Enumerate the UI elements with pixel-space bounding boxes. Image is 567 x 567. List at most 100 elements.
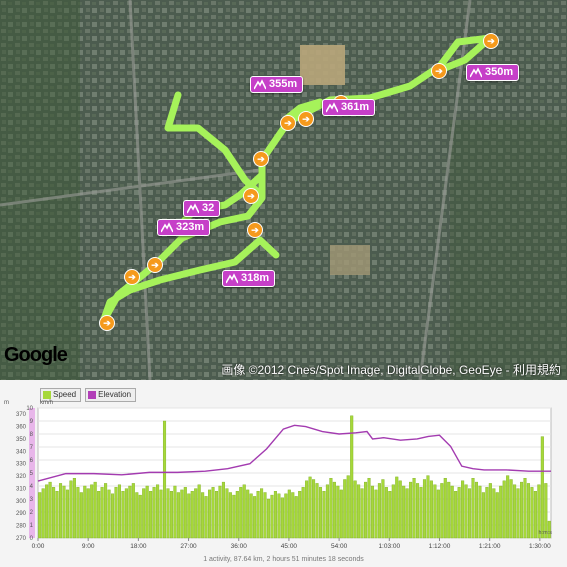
- speed-bar: [461, 480, 465, 539]
- satellite-imagery: [0, 0, 567, 380]
- speed-bar: [312, 479, 316, 539]
- speed-bar: [235, 490, 239, 539]
- satellite-map[interactable]: ➔ ➔ ➔ ➔ ➔ ➔ ➔ ➔ ➔ ➔ ➔ 355m 361m 350m 32 …: [0, 0, 567, 380]
- speed-bar: [100, 487, 104, 539]
- left-axis-title: m: [4, 400, 9, 406]
- speed-bar: [242, 484, 246, 539]
- speed-bar: [391, 484, 395, 539]
- x-tick-label: 27:00: [180, 543, 197, 550]
- elevation-tick-label: 270: [16, 536, 27, 542]
- elevation-label[interactable]: 32: [183, 200, 221, 217]
- speed-bar: [499, 485, 503, 539]
- speed-bar: [287, 489, 291, 539]
- speed-bar: [305, 480, 309, 539]
- speed-bar: [294, 496, 298, 539]
- speed-tick-label: 3: [30, 497, 34, 503]
- speed-bar: [145, 485, 149, 539]
- speed-bar: [228, 492, 232, 539]
- speed-bar: [353, 480, 357, 539]
- speed-bar: [291, 492, 295, 539]
- map-copyright[interactable]: 画像 ©2012 Cnes/Spot Image, DigitalGlobe, …: [221, 363, 561, 377]
- speed-bar: [343, 479, 347, 539]
- elevation-line: [37, 424, 551, 482]
- speed-bar: [544, 483, 548, 539]
- speed-bar: [377, 483, 381, 539]
- speed-bar: [135, 492, 139, 539]
- speed-bar: [162, 420, 167, 539]
- direction-marker[interactable]: ➔: [124, 269, 140, 285]
- speed-bar: [364, 481, 368, 539]
- speed-bar: [173, 485, 177, 539]
- route-track: [99, 34, 494, 326]
- elevation-label[interactable]: 361m: [322, 99, 376, 116]
- speed-bar: [381, 479, 385, 539]
- speed-bar: [114, 487, 118, 539]
- speed-bar: [90, 484, 94, 539]
- x-tick-label: 0:00: [32, 543, 45, 550]
- speed-bar: [419, 487, 423, 539]
- direction-marker[interactable]: ➔: [243, 188, 259, 204]
- speed-bar: [478, 485, 482, 539]
- speed-bar: [180, 489, 184, 539]
- route-line: [164, 91, 266, 200]
- direction-marker[interactable]: ➔: [147, 257, 163, 273]
- speed-bar: [436, 489, 440, 539]
- speed-bar: [208, 489, 212, 539]
- elevation-label[interactable]: 355m: [250, 76, 304, 93]
- speed-bar: [256, 490, 260, 539]
- direction-marker[interactable]: ➔: [298, 111, 314, 127]
- activity-summary: 1 activity, 87.64 km, 2 hours 51 minutes…: [203, 556, 364, 563]
- speed-tick-label: 2: [30, 510, 34, 516]
- speed-bar: [159, 489, 163, 539]
- speed-bar: [38, 492, 42, 539]
- speed-bar: [110, 493, 115, 539]
- direction-marker[interactable]: ➔: [247, 222, 263, 238]
- speed-bar: [443, 477, 447, 539]
- elevation-tick-label: 330: [16, 462, 27, 468]
- speed-tick-label: 1: [30, 523, 34, 529]
- speed-elevation-chart[interactable]: 1098765432103703603503403303203103002902…: [0, 380, 567, 556]
- speed-bar: [481, 492, 485, 539]
- elevation-label[interactable]: 318m: [222, 270, 276, 287]
- speed-tick-label: 7: [30, 445, 34, 451]
- speed-bar: [388, 490, 392, 539]
- speed-bar: [263, 492, 267, 539]
- legend-speed[interactable]: Speed: [40, 388, 82, 402]
- elevation-label[interactable]: 350m: [466, 64, 520, 81]
- speed-bar: [225, 488, 229, 539]
- legend-elevation[interactable]: Elevation: [85, 388, 137, 402]
- speed-bar: [409, 481, 413, 539]
- speed-bar: [239, 487, 243, 539]
- direction-marker[interactable]: ➔: [253, 151, 269, 167]
- speed-bar: [540, 436, 544, 539]
- speed-bar: [266, 498, 271, 539]
- speed-bar: [329, 477, 333, 539]
- speed-bar: [124, 488, 128, 539]
- x-tick-label: 9:00: [82, 543, 95, 550]
- speed-bar: [433, 484, 437, 539]
- speed-bar: [65, 489, 69, 539]
- speed-bar: [450, 485, 454, 539]
- speed-bar: [485, 487, 489, 539]
- speed-bar: [152, 487, 156, 539]
- x-tick-label: 45:00: [281, 543, 298, 550]
- x-tick-label: 1:12:00: [429, 543, 451, 550]
- direction-marker[interactable]: ➔: [280, 115, 296, 131]
- direction-marker[interactable]: ➔: [483, 33, 499, 49]
- speed-bar: [509, 479, 513, 539]
- direction-marker[interactable]: ➔: [431, 63, 447, 79]
- speed-bar: [97, 490, 101, 539]
- x-axis-unit: h:m:s: [539, 530, 553, 536]
- speed-bar: [325, 484, 329, 539]
- speed-bar: [149, 490, 153, 539]
- speed-bar: [52, 487, 56, 539]
- speed-bar: [395, 476, 399, 539]
- speed-bar: [277, 493, 281, 539]
- direction-marker[interactable]: ➔: [99, 315, 115, 331]
- elevation-label[interactable]: 323m: [157, 219, 211, 236]
- speed-bar: [166, 488, 170, 539]
- speed-bar: [197, 484, 201, 539]
- speed-bar: [533, 490, 537, 539]
- speed-bar: [232, 494, 236, 539]
- speed-bar: [398, 480, 402, 539]
